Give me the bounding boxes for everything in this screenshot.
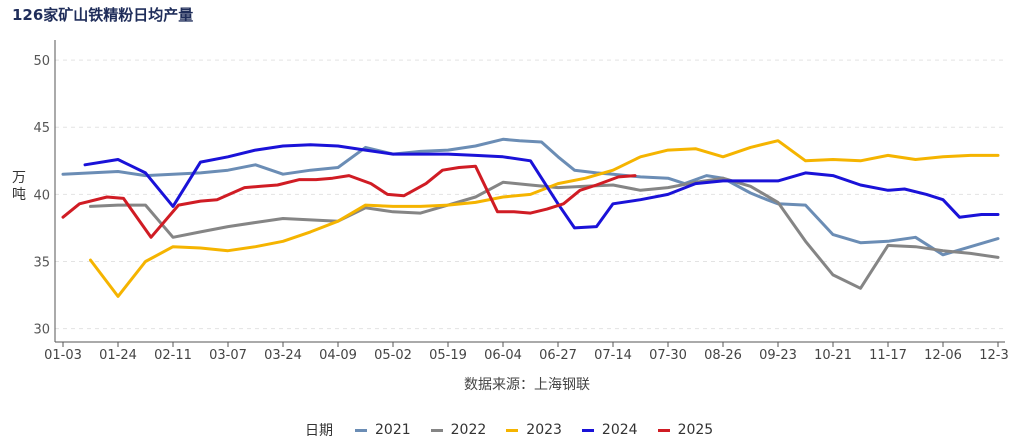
x-tick-label: 05-19 <box>429 348 467 363</box>
y-tick-label: 30 <box>33 323 50 338</box>
x-tick-label: 07-14 <box>594 348 632 363</box>
y-tick-label: 50 <box>33 54 50 69</box>
legend-swatch-icon <box>657 428 670 432</box>
x-tick-label: 01-24 <box>99 348 137 363</box>
x-tick-label: 12-3 <box>979 348 1009 363</box>
chart-title: 126家矿山铁精粉日均产量 <box>12 6 194 24</box>
legend-label: 2024 <box>601 422 638 438</box>
x-tick-label: 11-17 <box>869 348 907 363</box>
x-tick-label: 12-06 <box>924 348 962 363</box>
x-tick-label: 05-02 <box>374 348 412 363</box>
legend-label: 2022 <box>450 422 487 438</box>
data-source: 数据来源：上海钢联 <box>464 377 590 393</box>
legend: 日期 2021 2022 2023 2024 2025 <box>0 420 1015 440</box>
x-tick-label: 07-30 <box>649 348 687 363</box>
series-line-2022 <box>89 176 1000 290</box>
x-tick-label: 01-03 <box>44 348 82 363</box>
x-tick-label: 03-24 <box>264 348 302 363</box>
legend-item-2021[interactable]: 2021 <box>355 422 411 438</box>
legend-label: 2021 <box>375 422 411 438</box>
legend-item-2025[interactable]: 2025 <box>657 422 714 438</box>
legend-swatch-icon <box>355 428 367 432</box>
x-tick-label: 08-26 <box>704 348 742 363</box>
y-axis-label-wan: 万 <box>12 170 26 186</box>
y-tick-label: 45 <box>33 121 50 136</box>
legend-title: 日期 <box>305 423 333 439</box>
x-tick-label: 09-23 <box>759 348 797 363</box>
y-tick-label: 35 <box>33 255 50 270</box>
legend-swatch-icon <box>506 428 519 432</box>
legend-swatch-icon <box>581 428 594 432</box>
x-tick-label: 10-21 <box>814 348 852 363</box>
chart-plot-area: 30 35 40 45 50 01-03 01-24 02-11 03-07 03-24 04-0… <box>12 40 1009 393</box>
legend-item-2023[interactable]: 2023 <box>506 422 562 438</box>
y-tick-label: 40 <box>33 188 50 203</box>
x-tick-label: 03-07 <box>209 348 247 363</box>
x-tick-label: 06-27 <box>539 348 577 363</box>
series-line-2023 <box>89 139 1000 298</box>
legend-item-2024[interactable]: 2024 <box>581 422 638 438</box>
series-line-2021 <box>61 137 1000 257</box>
x-tick-label: 02-11 <box>154 348 192 363</box>
legend-label: 2023 <box>526 422 562 438</box>
legend-label: 2025 <box>677 422 714 438</box>
series-line-2024 <box>83 143 1000 230</box>
y-axis-ticks: 30 35 40 45 50 <box>33 54 50 337</box>
x-tick-label: 04-09 <box>319 348 357 363</box>
x-axis-ticks: 01-03 01-24 02-11 03-07 03-24 04-09 05-02 05-19… <box>44 342 1009 363</box>
legend-swatch-icon <box>430 428 443 432</box>
legend-item-2022[interactable]: 2022 <box>430 422 487 438</box>
y-axis-label-dun: 吨 <box>12 187 26 203</box>
series-lines <box>61 137 1000 298</box>
series-line-2025 <box>61 164 637 239</box>
x-tick-label: 06-04 <box>484 348 522 363</box>
